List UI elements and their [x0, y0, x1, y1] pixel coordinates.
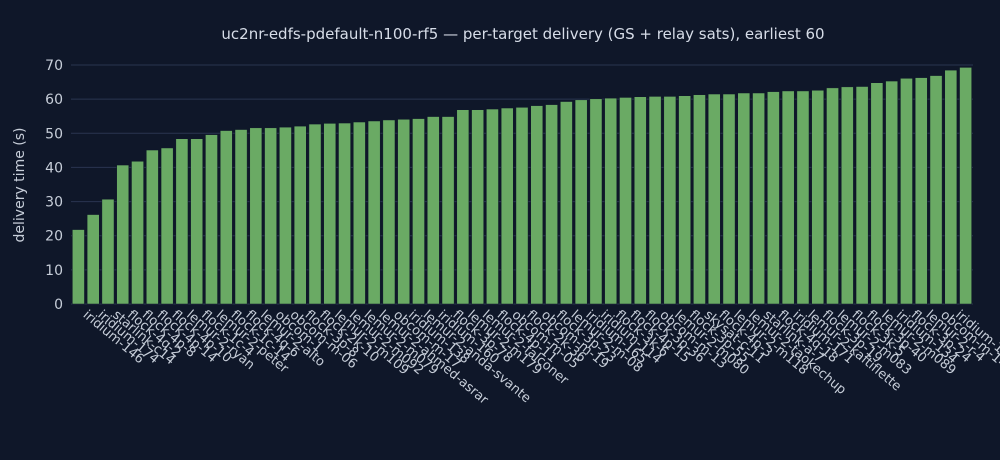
bar	[101, 198, 115, 305]
bar	[338, 122, 351, 305]
bar	[219, 130, 233, 305]
bar	[412, 118, 425, 305]
bar	[353, 121, 366, 305]
bar	[796, 90, 810, 305]
bar	[500, 107, 514, 305]
bar	[323, 123, 337, 305]
bar	[900, 78, 913, 305]
bar	[648, 96, 662, 305]
y-tick-label: 60	[45, 92, 63, 108]
y-axis-label: delivery time (s)	[12, 128, 28, 243]
bar	[914, 77, 928, 305]
bar	[811, 90, 825, 305]
bar	[131, 161, 144, 305]
y-tick-label: 10	[45, 263, 63, 279]
bar	[456, 109, 470, 305]
bar	[737, 92, 751, 305]
bar	[190, 138, 204, 305]
bar	[781, 90, 795, 305]
x-axis-ticks: iridium-146iridium-174starlink-c14flock-…	[80, 308, 1000, 409]
y-axis-ticks: 0 10 20 30 40 50 60 70	[45, 58, 63, 313]
bar	[826, 87, 839, 305]
bar	[707, 93, 721, 305]
bar	[619, 97, 632, 305]
bar	[693, 94, 706, 305]
bar	[678, 95, 691, 305]
bar	[279, 126, 292, 305]
bar	[293, 125, 307, 305]
bar	[441, 116, 455, 305]
bar	[633, 96, 647, 305]
bar	[146, 149, 159, 305]
y-tick-label: 50	[45, 126, 63, 142]
bar	[264, 127, 277, 305]
bar	[86, 214, 100, 305]
bar	[397, 119, 411, 305]
bars	[72, 67, 972, 305]
bar	[367, 120, 381, 305]
bar	[722, 93, 736, 305]
bar	[308, 123, 322, 305]
bar	[574, 99, 588, 305]
bar	[767, 91, 780, 305]
bar	[560, 101, 573, 305]
bar	[855, 86, 869, 305]
bar	[382, 119, 396, 305]
bar	[486, 108, 499, 305]
y-tick-label: 30	[45, 195, 63, 211]
bar	[545, 104, 558, 305]
chart-title: uc2nr-edfs-pdefault-n100-rf5 — per-targe…	[221, 25, 824, 43]
bar	[589, 98, 603, 305]
y-tick-label: 40	[45, 160, 63, 176]
bar	[885, 80, 898, 305]
bar	[752, 92, 765, 305]
bar	[160, 147, 174, 305]
bar	[663, 96, 677, 305]
bar	[929, 75, 943, 305]
bar	[530, 105, 544, 305]
y-tick-label: 0	[54, 297, 63, 313]
bar	[841, 86, 854, 305]
bar	[249, 127, 263, 305]
y-tick-label: 20	[45, 229, 63, 245]
bar	[175, 138, 189, 305]
bar	[426, 116, 440, 305]
bar	[72, 229, 85, 305]
bar	[515, 107, 529, 305]
bar	[604, 97, 618, 305]
bar	[944, 69, 958, 305]
bar	[116, 164, 130, 305]
bar	[870, 82, 884, 305]
bar	[959, 67, 972, 305]
bar	[205, 134, 218, 305]
bar	[234, 129, 248, 305]
y-tick-label: 70	[45, 58, 63, 74]
bar	[471, 109, 484, 305]
